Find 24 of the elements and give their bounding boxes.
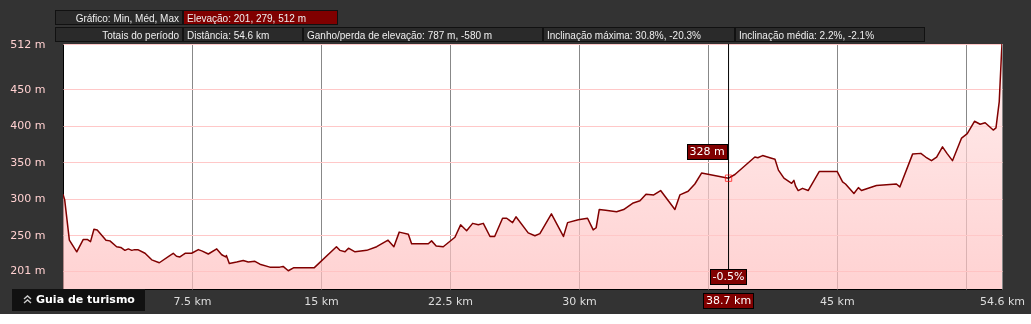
text: Inclinação máxima: 30.8%, -20.3%	[543, 27, 735, 42]
y-tick-label: 300 m	[10, 192, 46, 206]
text: Gráfico: Min, Méd, Max	[55, 10, 183, 25]
y-tick-label: 350 m	[10, 155, 46, 169]
y-tick-label: 512 m	[10, 37, 46, 51]
x-tick-label: 15 km	[304, 294, 339, 308]
annotation: -0.5%	[709, 269, 748, 285]
x-tick-label: 54.6 km	[979, 294, 1026, 308]
text: Totais do período	[55, 27, 183, 42]
x-tick-label: 30 km	[562, 294, 597, 308]
text: Elevação: 201, 279, 512 m	[183, 10, 338, 25]
text: Ganho/perda de elevação: 787 m, -580 m	[303, 27, 543, 42]
y-tick-label: 400 m	[10, 119, 46, 133]
x-tick-label: 7.5 km	[173, 294, 212, 308]
text: Guia de turismo	[36, 292, 135, 308]
x-tick-label: 22.5 km	[427, 294, 473, 308]
text: Distância: 54.6 km	[183, 27, 303, 42]
y-tick-label: 201 m	[10, 264, 46, 278]
y-tick-label: 450 m	[10, 82, 46, 96]
x-tick-label: 45 km	[820, 294, 855, 308]
annotation: 328 m	[686, 144, 728, 161]
ref-line-label: 38.7 km	[703, 293, 755, 309]
y-tick-label: 250 m	[10, 228, 46, 242]
text: Inclinação média: 2.2%, -2.1%	[735, 27, 925, 42]
